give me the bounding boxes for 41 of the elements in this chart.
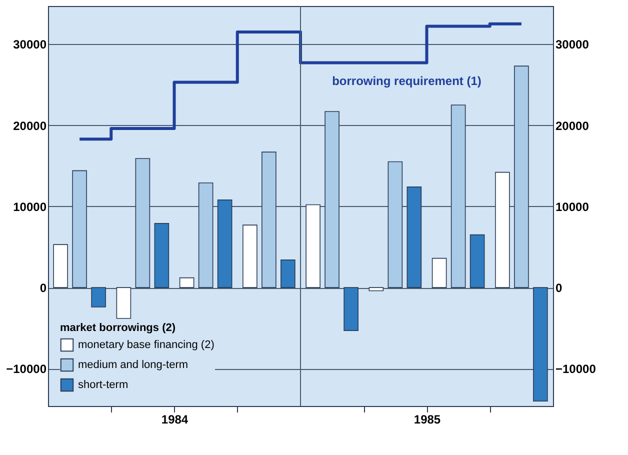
y-tick-label: 0 [40, 281, 47, 296]
bar [344, 287, 358, 331]
y2-tick-label: 0 [556, 281, 562, 296]
bar [53, 244, 68, 288]
bar [135, 158, 150, 288]
y2-tick-label: 20000 [556, 118, 590, 133]
bar [450, 104, 466, 288]
bar [324, 111, 340, 288]
bar [306, 204, 320, 288]
bar [495, 172, 510, 288]
bar [514, 66, 529, 288]
bar [116, 287, 132, 319]
legend-label: medium and long-term [78, 359, 188, 371]
bar [432, 258, 447, 288]
y2-tick-label: −10000 [556, 362, 596, 376]
y2-tick-label: 30000 [556, 38, 590, 52]
bar [242, 224, 258, 288]
bar [280, 260, 296, 288]
bar [198, 182, 214, 288]
bar [533, 287, 548, 402]
bar [262, 152, 276, 288]
bar [217, 200, 232, 288]
legend-label: short-term [78, 379, 128, 391]
series-label: borrowing requirement (1) [332, 74, 482, 88]
y-tick-label: 30000 [13, 38, 47, 52]
bar [154, 223, 170, 288]
y-tick-label: 10000 [13, 200, 47, 214]
y-tick-label: 20000 [13, 118, 47, 133]
bar [406, 186, 422, 288]
bar [91, 287, 106, 308]
bar [179, 277, 194, 288]
bar [388, 161, 403, 288]
bar [470, 234, 485, 288]
x-tick-label: 1985 [414, 412, 441, 426]
y-tick-label: −10000 [6, 362, 47, 376]
x-tick-label: 1984 [161, 412, 188, 426]
bar [368, 287, 384, 292]
y2-tick-label: 10000 [556, 200, 590, 214]
legend-label: monetary base financing (2) [78, 339, 214, 351]
legend-title: market borrowings (2) [60, 322, 176, 334]
bar [72, 170, 87, 288]
